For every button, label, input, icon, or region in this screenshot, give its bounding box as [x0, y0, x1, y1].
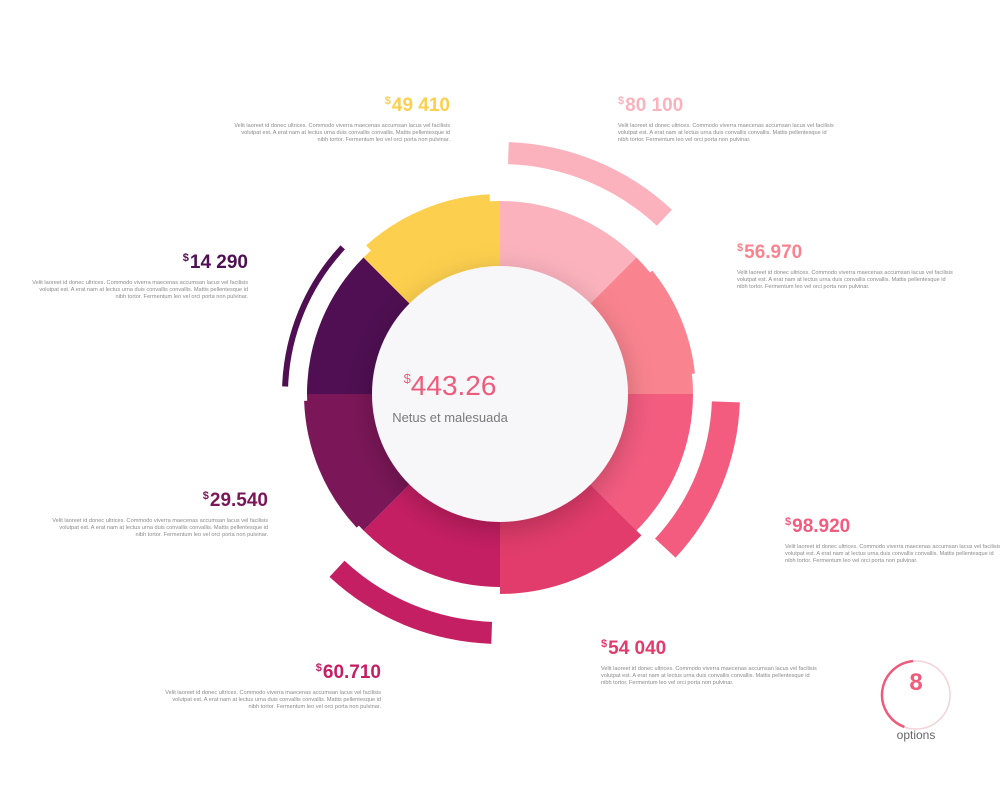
center-total: $443.26: [403, 370, 497, 401]
slice-6-value: 29.540: [209, 490, 268, 511]
slice-3-outer-arc: [655, 401, 740, 558]
slice-5-value: 60.710: [322, 662, 381, 683]
center-total-value: 443.26: [410, 370, 497, 401]
slice-3-value: 98.920: [792, 516, 851, 537]
slice-6-desc: Velit laoreet id donec ultrices. Commodo…: [52, 518, 268, 538]
slice-1-desc: Velit laoreet id donec ultrices. Commodo…: [618, 123, 834, 143]
label-slice-5: $60.710 Velit laoreet id donec ultrices.…: [161, 657, 381, 711]
label-slice-8: $49 410 Velit laoreet id donec ultrices.…: [230, 90, 450, 144]
label-slice-7: $14 290 Velit laoreet id donec ultrices.…: [28, 247, 248, 301]
options-badge: 8 options: [876, 655, 956, 745]
label-slice-2: $56.970 Velit laoreet id donec ultrices.…: [737, 237, 957, 291]
center-caption: Netus et malesuada: [392, 410, 508, 425]
slice-7-desc: Velit laoreet id donec ultrices. Commodo…: [32, 280, 248, 300]
slice-4-value: 54 040: [608, 638, 667, 659]
slice-1-value: 80 100: [625, 95, 684, 116]
slice-7-value: 14 290: [189, 252, 248, 273]
badge-ring-arc: [880, 659, 914, 729]
slice-8-outer-arc: [366, 194, 491, 262]
label-slice-6: $29.540 Velit laoreet id donec ultrices.…: [48, 485, 268, 539]
slice-8-value: 49 410: [391, 95, 450, 116]
slice-5-outer-arc: [329, 560, 493, 644]
slice-8-desc: Velit laoreet id donec ultrices. Commodo…: [234, 123, 450, 143]
slice-4-desc: Velit laoreet id donec ultrices. Commodo…: [601, 666, 817, 686]
options-label: options: [896, 728, 936, 742]
label-slice-3: $98.920 Velit laoreet id donec ultrices.…: [785, 511, 1000, 565]
slice-4-outer-arc: [500, 524, 642, 594]
slice-3-desc: Velit laoreet id donec ultrices. Commodo…: [785, 544, 1000, 564]
center-disc: [372, 266, 628, 522]
slice-2-desc: Velit laoreet id donec ultrices. Commodo…: [737, 270, 953, 290]
slice-2-outer-arc: [641, 270, 695, 375]
slice-7-outer-arc: [282, 245, 345, 387]
slice-5-desc: Velit laoreet id donec ultrices. Commodo…: [165, 690, 381, 710]
label-slice-4: $54 040 Velit laoreet id donec ultrices.…: [601, 633, 821, 687]
options-count: 8: [909, 669, 923, 696]
label-slice-1: $80 100 Velit laoreet id donec ultrices.…: [618, 90, 838, 144]
slice-6-outer-arc: [304, 400, 363, 528]
slice-1-outer-arc: [508, 142, 672, 226]
slice-2-value: 56.970: [744, 242, 803, 263]
